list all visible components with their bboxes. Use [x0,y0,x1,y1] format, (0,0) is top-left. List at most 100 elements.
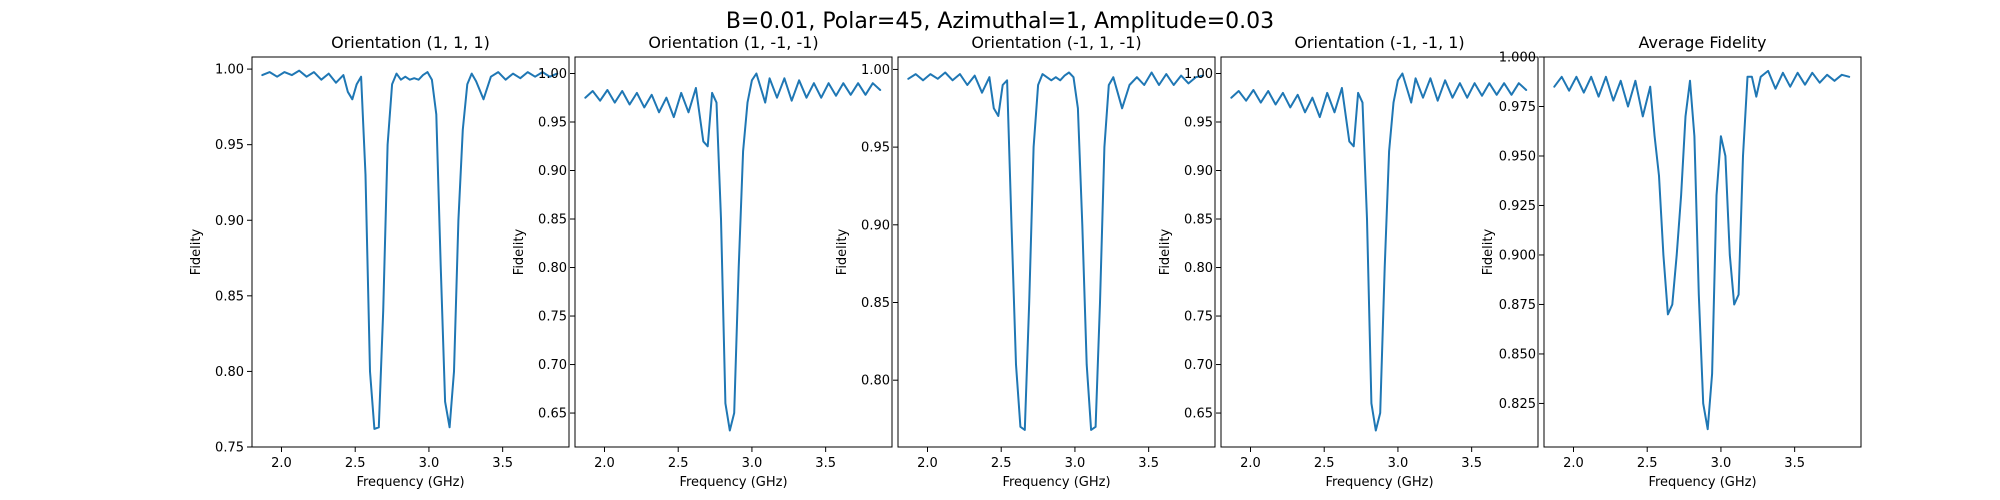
data-point [1081,224,1083,226]
y-tick-label: 0.95 [861,141,890,156]
data-point [1755,96,1757,98]
x-tick-label: 2.0 [1563,456,1584,471]
x-tick-label: 3.5 [1784,456,1805,471]
y-tick-label: 0.85 [861,296,890,311]
data-point [755,72,758,75]
data-point [1415,77,1417,79]
data-point [328,73,330,75]
y-axis-label: Fidelity [189,228,204,275]
x-axis-label: Frequency (GHz) [356,475,464,490]
y-tick-label: 0.85 [1184,213,1213,228]
data-point [1117,92,1119,94]
y-tick-label: 0.975 [1499,100,1536,115]
data-point [680,92,682,94]
data-point [1289,106,1291,108]
y-tick-label: 0.80 [1184,261,1213,276]
data-point [453,370,455,372]
data-point [291,74,293,76]
data-point [1715,195,1718,197]
data-point [850,94,852,96]
data-point [1195,76,1197,78]
data-point [1282,92,1284,94]
data-point [1410,102,1412,104]
data-point [813,82,815,84]
data-point [1267,90,1269,92]
x-tick-label: 3.5 [492,456,513,471]
data-point [444,401,446,403]
panel-title: Orientation (-1, -1, 1) [1294,33,1464,52]
data-point [1774,88,1777,90]
data-point [592,90,594,92]
data-point [556,73,558,75]
data-point [1202,75,1204,77]
data-point [584,97,586,99]
data-point [1437,100,1439,102]
x-axis-label: Frequency (GHz) [1002,475,1110,490]
data-point [1811,72,1813,74]
data-point [879,89,881,91]
data-point [1819,82,1821,84]
data-point [1676,254,1678,256]
data-point [400,79,402,81]
data-point [435,113,437,115]
data-point [1158,84,1160,86]
data-point [751,79,753,81]
data-point [1366,218,1368,220]
data-point [1245,100,1247,102]
data-point [1707,428,1709,430]
y-axis-label: Fidelity [512,228,527,275]
data-point [1789,86,1791,88]
data-point [1702,402,1704,404]
data-point [1575,76,1577,78]
y-tick-label: 0.80 [861,374,890,389]
data-point [1525,89,1527,91]
data-point [497,71,499,73]
x-tick-label: 2.0 [594,456,615,471]
data-point [335,82,337,84]
data-point [1072,76,1075,78]
y-tick-label: 0.90 [215,214,244,229]
data-point [629,103,631,106]
y-tick-label: 0.85 [215,289,244,304]
data-point [298,70,300,72]
data-point [1326,92,1328,94]
panel-title: Average Fidelity [1639,33,1767,52]
data-point [1797,72,1799,74]
data-point [665,97,668,99]
data-point [1055,76,1057,78]
data-point [356,83,358,85]
data-point [1379,412,1381,414]
data-point [1724,155,1726,157]
data-point [1782,72,1784,74]
data-point [404,76,406,78]
data-point [283,71,285,73]
data-point [1503,82,1505,84]
data-point [915,73,917,75]
x-tick-label: 3.0 [1711,456,1732,471]
y-tick-label: 0.95 [215,138,244,153]
data-point [1388,150,1390,152]
data-point [1406,87,1408,89]
data-point [1019,426,1022,428]
data-point [1024,429,1026,431]
axes-frame [897,56,1216,448]
data-point [276,76,278,78]
data-point [724,402,727,404]
y-tick-label: 0.925 [1499,199,1536,214]
data-point [431,79,433,81]
y-tick-label: 0.825 [1499,397,1536,412]
y-tick-label: 0.90 [861,218,890,233]
data-point [1649,86,1651,88]
data-point [1108,84,1110,86]
data-point [306,76,308,78]
data-point [1341,87,1343,89]
panels-container: Orientation (1, 1, 1) 2.0 2.5 3.0 3.5 0.75 0.8… [189,33,1862,490]
data-point [391,83,393,85]
data-point [426,71,429,73]
data-point [471,73,473,75]
data-point [981,92,983,94]
data-point [261,74,263,76]
data-point [369,370,371,372]
y-tick-label: 1.00 [538,67,567,82]
